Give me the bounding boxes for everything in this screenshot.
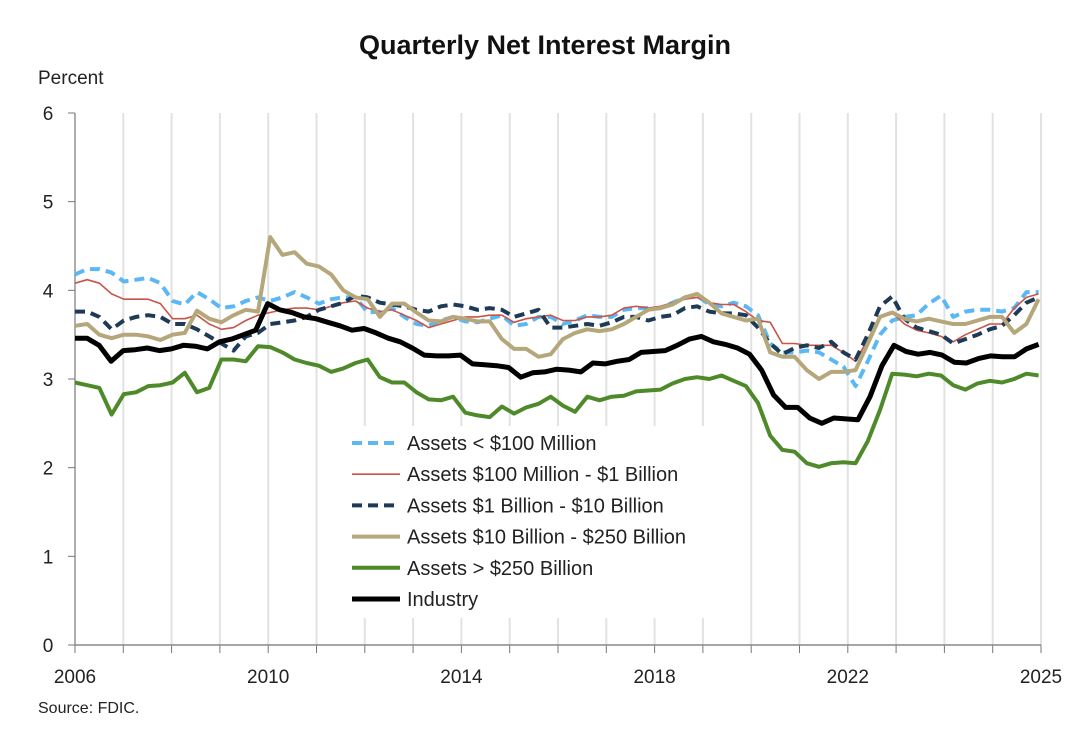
legend-label: Assets $10 Billion - $250 Billion <box>407 527 686 549</box>
y-tick-label: 3 <box>43 370 54 391</box>
y-axis-label: Percent <box>38 68 104 89</box>
series-line-2 <box>75 293 1040 362</box>
series-line-4 <box>74 344 1039 469</box>
legend-label: Assets < $100 Million <box>407 433 597 455</box>
legend-label: Industry <box>407 589 478 611</box>
x-tick-label: 2010 <box>247 667 289 688</box>
chart-title: Quarterly Net Interest Margin <box>359 30 731 60</box>
x-tick-label: 2022 <box>827 667 869 688</box>
source-note: Source: FDIC. <box>38 700 139 717</box>
legend-box <box>343 426 735 618</box>
axes: 0 1 2 3 4 5 6 2006 2010 2014 2018 2022 2025 <box>43 104 1062 688</box>
y-tick-label: 4 <box>43 281 54 302</box>
x-tick-label: 2006 <box>54 667 96 688</box>
y-tick-label: 6 <box>43 104 54 125</box>
series-line-3 <box>74 235 1041 381</box>
y-tick-label: 0 <box>43 636 54 657</box>
legend-label: Assets $1 Billion - $10 Billion <box>407 495 664 517</box>
series-line-5 <box>75 301 1040 426</box>
x-tick-label: 2018 <box>633 667 675 688</box>
legend-label: Assets $100 Million - $1 Billion <box>407 464 678 486</box>
y-tick-label: 5 <box>43 193 54 214</box>
legend-label: Assets > $250 Billion <box>407 558 593 580</box>
series-lines <box>74 235 1041 469</box>
y-tick-label: 1 <box>43 547 54 568</box>
legend: Assets < $100 Million Assets $100 Million… <box>343 426 735 618</box>
x-tick-label: 2014 <box>440 667 483 688</box>
x-tick-label: 2025 <box>1020 667 1062 688</box>
y-tick-label: 2 <box>43 459 54 480</box>
